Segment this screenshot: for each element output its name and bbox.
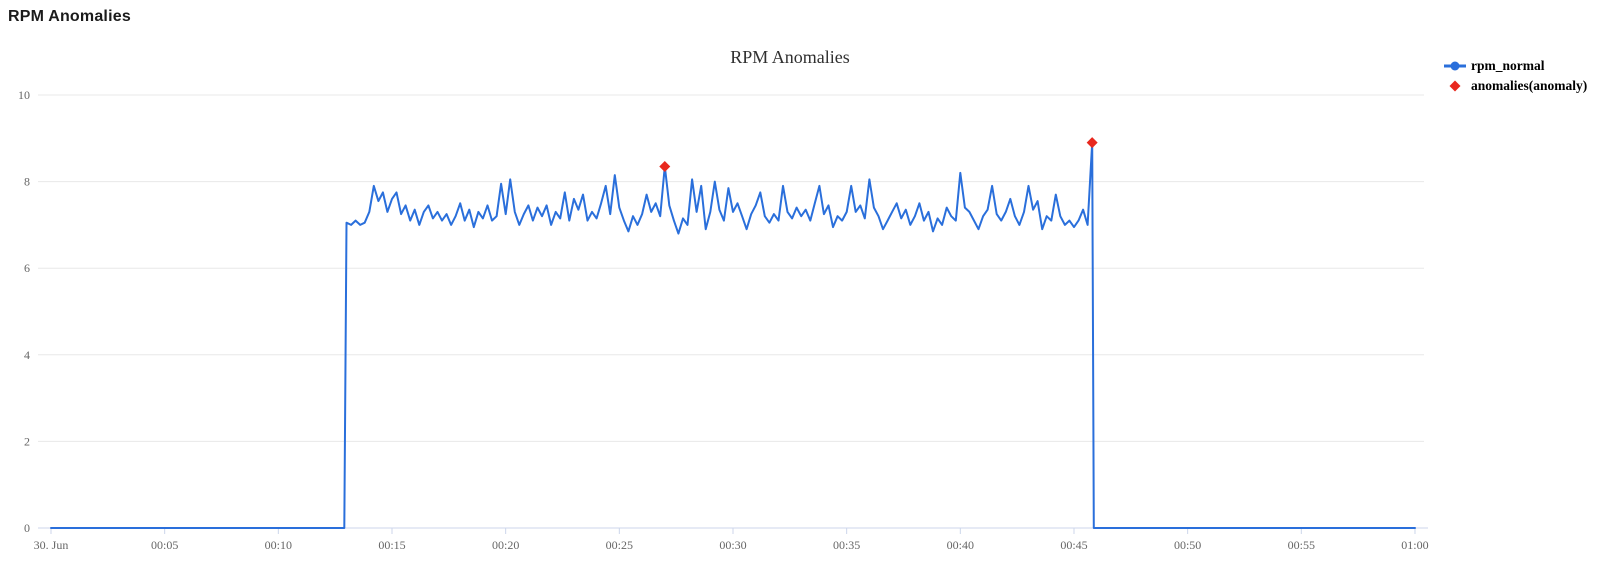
x-axis-tick-label: 00:45 bbox=[1060, 538, 1087, 552]
x-axis-tick-label: 00:55 bbox=[1288, 538, 1315, 552]
series-line-rpm_normal[interactable] bbox=[50, 141, 1416, 529]
chart-title: RPM Anomalies bbox=[730, 47, 850, 67]
legend: rpm_normal anomalies(anomaly) bbox=[1443, 56, 1599, 96]
y-axis-tick-label: 10 bbox=[18, 88, 30, 102]
x-axis-tick-label: 00:10 bbox=[265, 538, 292, 552]
x-axis-tick-label: 00:40 bbox=[947, 538, 974, 552]
x-axis-tick-label: 30. Jun bbox=[34, 538, 69, 552]
x-axis-tick-label: 00:25 bbox=[606, 538, 633, 552]
legend-label-rpm-normal: rpm_normal bbox=[1471, 58, 1545, 73]
y-axis-tick-label: 8 bbox=[24, 175, 30, 189]
x-axis-tick-label: 00:05 bbox=[151, 538, 178, 552]
x-axis-tick-label: 01:00 bbox=[1401, 538, 1428, 552]
x-axis-tick-label: 00:15 bbox=[378, 538, 405, 552]
legend-item-anomalies[interactable]: anomalies(anomaly) bbox=[1443, 76, 1599, 96]
anomaly-marker[interactable] bbox=[659, 160, 671, 172]
x-axis-tick-label: 00:35 bbox=[833, 538, 860, 552]
legend-item-rpm-normal[interactable]: rpm_normal bbox=[1443, 56, 1599, 76]
diamond-marker-icon bbox=[1449, 80, 1461, 92]
y-axis-tick-label: 2 bbox=[24, 434, 30, 448]
legend-label-anomalies: anomalies(anomaly) bbox=[1471, 78, 1588, 93]
x-axis-tick-label: 00:20 bbox=[492, 538, 519, 552]
x-axis-tick-label: 00:30 bbox=[719, 538, 746, 552]
y-axis-tick-label: 6 bbox=[24, 261, 30, 275]
page-title: RPM Anomalies bbox=[8, 8, 131, 25]
y-axis-tick-label: 0 bbox=[24, 521, 30, 535]
y-axis-tick-label: 4 bbox=[24, 348, 30, 362]
line-dot-marker-icon bbox=[1444, 61, 1466, 71]
x-axis-tick-label: 00:50 bbox=[1174, 538, 1201, 552]
anomaly-marker[interactable] bbox=[1086, 137, 1098, 149]
